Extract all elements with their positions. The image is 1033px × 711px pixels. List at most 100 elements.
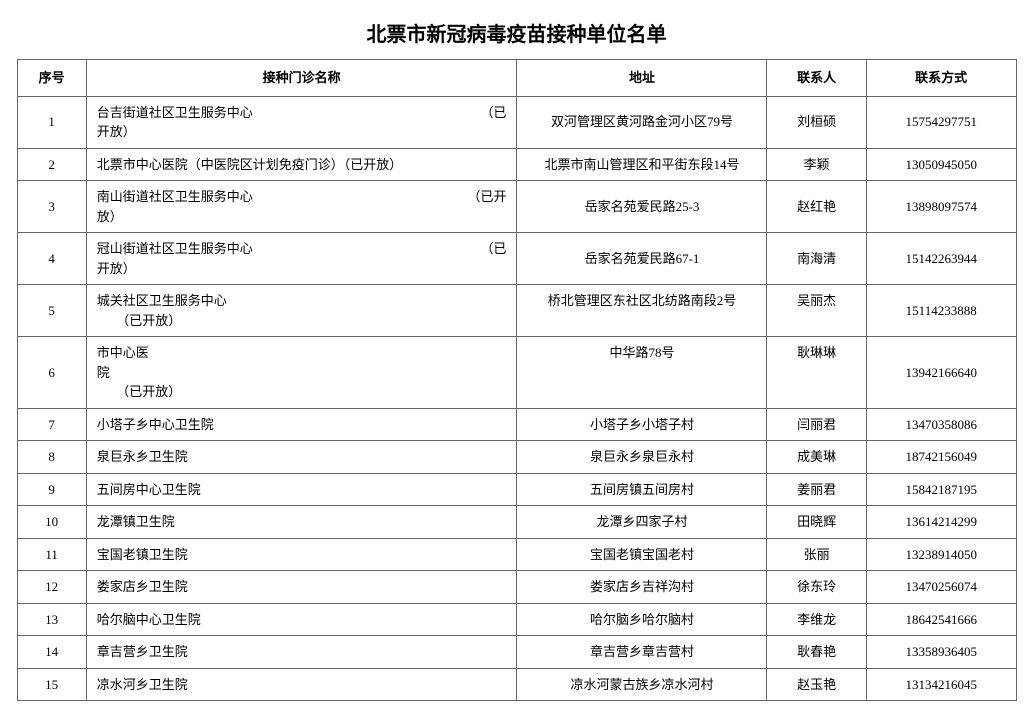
- cell-contact: 赵玉艳: [767, 668, 866, 701]
- cell-name: 娄家店乡卫生院: [86, 571, 517, 604]
- cell-contact: 耿春艳: [767, 636, 866, 669]
- table-row: 6市中心医院（已开放）中华路78号耿琳琳13942166640: [17, 337, 1016, 409]
- cell-addr: 章吉营乡章吉营村: [517, 636, 767, 669]
- cell-name: 市中心医院（已开放）: [86, 337, 517, 409]
- cell-phone: 13238914050: [866, 538, 1016, 571]
- cell-addr: 岳家名苑爱民路25-3: [517, 181, 767, 233]
- name-text: 台吉街道社区卫生服务中心: [97, 103, 253, 123]
- cell-contact: 耿琳琳: [767, 337, 866, 409]
- cell-addr: 宝国老镇宝国老村: [517, 538, 767, 571]
- cell-seq: 13: [17, 603, 86, 636]
- cell-phone: 15114233888: [866, 285, 1016, 337]
- name-tag: （已: [480, 239, 506, 259]
- cell-addr: 岳家名苑爱民路67-1: [517, 233, 767, 285]
- cell-contact: 李颖: [767, 148, 866, 181]
- col-header-seq: 序号: [17, 60, 86, 97]
- cell-contact: 姜丽君: [767, 473, 866, 506]
- cell-name: 南山街道社区卫生服务中心 （已开放）: [86, 181, 517, 233]
- cell-name: 章吉营乡卫生院: [86, 636, 517, 669]
- name-tag: （已开: [467, 187, 506, 207]
- cell-name: 哈尔脑中心卫生院: [86, 603, 517, 636]
- name-line2: 开放）: [97, 259, 507, 279]
- cell-seq: 3: [17, 181, 86, 233]
- cell-seq: 11: [17, 538, 86, 571]
- cell-seq: 1: [17, 96, 86, 148]
- cell-phone: 13358936405: [866, 636, 1016, 669]
- name-text: 南山街道社区卫生服务中心: [97, 187, 253, 207]
- cell-contact: 闫丽君: [767, 408, 866, 441]
- cell-phone: 15754297751: [866, 96, 1016, 148]
- name-tag: （已: [480, 103, 506, 123]
- name-open-tag: （已开放）: [97, 382, 507, 402]
- table-row: 14章吉营乡卫生院章吉营乡章吉营村耿春艳13358936405: [17, 636, 1016, 669]
- cell-addr: 双河管理区黄河路金河小区79号: [517, 96, 767, 148]
- cell-name: 北票市中心医院（中医院区计划免疫门诊）（已开放）: [86, 148, 517, 181]
- cell-phone: 15142263944: [866, 233, 1016, 285]
- cell-addr: 桥北管理区东社区北纺路南段2号: [517, 285, 767, 337]
- table-row: 5城关社区卫生服务中心（已开放）桥北管理区东社区北纺路南段2号吴丽杰151142…: [17, 285, 1016, 337]
- cell-seq: 5: [17, 285, 86, 337]
- table-row: 7小塔子乡中心卫生院小塔子乡小塔子村闫丽君13470358086: [17, 408, 1016, 441]
- cell-name: 冠山街道社区卫生服务中心 （已开放）: [86, 233, 517, 285]
- cell-seq: 12: [17, 571, 86, 604]
- cell-contact: 刘桓硕: [767, 96, 866, 148]
- page-title: 北票市新冠病毒疫苗接种单位名单: [10, 18, 1023, 47]
- cell-name: 泉巨永乡卫生院: [86, 441, 517, 474]
- col-header-contact: 联系人: [767, 60, 866, 97]
- table-body: 1台吉街道社区卫生服务中心（已开放）双河管理区黄河路金河小区79号刘桓硕1575…: [17, 96, 1016, 701]
- name-line1: 市中心医: [97, 343, 507, 363]
- name-line2: 院: [97, 363, 507, 383]
- cell-contact: 李维龙: [767, 603, 866, 636]
- cell-phone: 18742156049: [866, 441, 1016, 474]
- cell-seq: 10: [17, 506, 86, 539]
- name-line2: 放）: [97, 207, 507, 227]
- table-row: 13哈尔脑中心卫生院哈尔脑乡哈尔脑村李维龙18642541666: [17, 603, 1016, 636]
- cell-addr: 哈尔脑乡哈尔脑村: [517, 603, 767, 636]
- cell-addr: 龙潭乡四家子村: [517, 506, 767, 539]
- table-row: 8泉巨永乡卫生院泉巨永乡泉巨永村成美琳18742156049: [17, 441, 1016, 474]
- table-row: 3南山街道社区卫生服务中心（已开放）岳家名苑爱民路25-3赵红艳13898097…: [17, 181, 1016, 233]
- vaccine-units-table: 序号 接种门诊名称 地址 联系人 联系方式 1台吉街道社区卫生服务中心（已开放）…: [17, 59, 1017, 701]
- cell-addr: 五间房镇五间房村: [517, 473, 767, 506]
- name-text: 冠山街道社区卫生服务中心: [97, 239, 253, 259]
- col-header-name: 接种门诊名称: [86, 60, 517, 97]
- table-row: 4 冠山街道社区卫生服务中心 （已开放） 岳家名苑爱民路67-1南海清15142263…: [17, 233, 1016, 285]
- cell-name: 凉水河乡卫生院: [86, 668, 517, 701]
- cell-phone: 13470256074: [866, 571, 1016, 604]
- cell-name: 小塔子乡中心卫生院: [86, 408, 517, 441]
- table-header-row: 序号 接种门诊名称 地址 联系人 联系方式: [17, 60, 1016, 97]
- cell-contact: 南海清: [767, 233, 866, 285]
- cell-phone: 13942166640: [866, 337, 1016, 409]
- cell-phone: 13134216045: [866, 668, 1016, 701]
- cell-name: 城关社区卫生服务中心（已开放）: [86, 285, 517, 337]
- cell-seq: 4: [17, 233, 86, 285]
- cell-name: 龙潭镇卫生院: [86, 506, 517, 539]
- table-row: 1台吉街道社区卫生服务中心（已开放）双河管理区黄河路金河小区79号刘桓硕1575…: [17, 96, 1016, 148]
- cell-seq: 9: [17, 473, 86, 506]
- table-row: 11宝国老镇卫生院宝国老镇宝国老村张丽13238914050: [17, 538, 1016, 571]
- cell-phone: 13614214299: [866, 506, 1016, 539]
- cell-phone: 18642541666: [866, 603, 1016, 636]
- cell-addr: 凉水河蒙古族乡凉水河村: [517, 668, 767, 701]
- cell-seq: 2: [17, 148, 86, 181]
- cell-name: 宝国老镇卫生院: [86, 538, 517, 571]
- cell-addr: 泉巨永乡泉巨永村: [517, 441, 767, 474]
- col-header-phone: 联系方式: [866, 60, 1016, 97]
- name-line1: 城关社区卫生服务中心: [97, 291, 507, 311]
- cell-contact: 徐东玲: [767, 571, 866, 604]
- cell-name: 五间房中心卫生院: [86, 473, 517, 506]
- cell-contact: 田晓辉: [767, 506, 866, 539]
- cell-contact: 成美琳: [767, 441, 866, 474]
- table-row: 9五间房中心卫生院五间房镇五间房村姜丽君15842187195: [17, 473, 1016, 506]
- cell-phone: 13050945050: [866, 148, 1016, 181]
- cell-addr: 小塔子乡小塔子村: [517, 408, 767, 441]
- cell-seq: 15: [17, 668, 86, 701]
- table-row: 12娄家店乡卫生院娄家店乡吉祥沟村徐东玲13470256074: [17, 571, 1016, 604]
- name-open-tag: （已开放）: [97, 311, 507, 331]
- cell-seq: 8: [17, 441, 86, 474]
- cell-seq: 14: [17, 636, 86, 669]
- cell-phone: 13470358086: [866, 408, 1016, 441]
- cell-seq: 6: [17, 337, 86, 409]
- table-row: 2北票市中心医院（中医院区计划免疫门诊）（已开放）北票市南山管理区和平街东段14…: [17, 148, 1016, 181]
- cell-contact: 赵红艳: [767, 181, 866, 233]
